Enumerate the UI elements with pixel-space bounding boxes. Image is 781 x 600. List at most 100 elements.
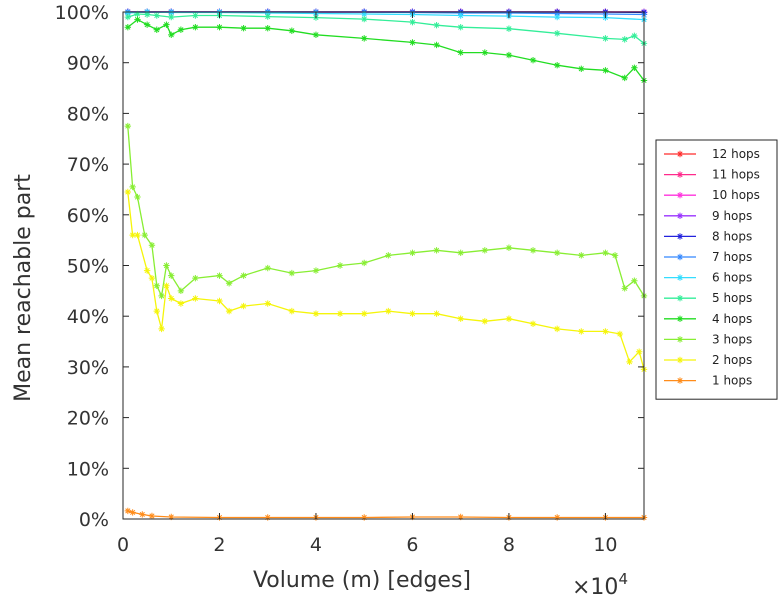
data-point <box>168 513 175 521</box>
legend-item: 7 hops <box>664 250 752 264</box>
legend-label: 10 hops <box>712 188 760 202</box>
data-point <box>457 12 464 19</box>
data-point <box>192 12 199 19</box>
legend-item: 6 hops <box>664 271 752 285</box>
legend-marker <box>676 315 684 322</box>
data-point <box>129 183 136 191</box>
data-point <box>553 325 561 333</box>
data-point <box>529 320 537 328</box>
data-point <box>124 507 132 515</box>
data-point <box>578 65 585 72</box>
data-point <box>621 74 628 82</box>
data-point <box>153 282 160 289</box>
legend-item: 12 hops <box>664 147 760 161</box>
y-tick-label: 100% <box>55 2 109 24</box>
data-point <box>288 307 296 315</box>
legend-marker <box>676 192 684 199</box>
data-point <box>148 274 156 282</box>
data-point <box>124 188 132 196</box>
data-point <box>626 358 633 366</box>
data-point <box>529 247 537 254</box>
plot-area <box>123 12 644 519</box>
data-point <box>124 24 132 31</box>
data-point <box>505 315 513 322</box>
data-point <box>225 307 233 315</box>
data-point <box>143 11 151 18</box>
x-tick-label: 0 <box>117 534 129 556</box>
data-point <box>192 24 199 31</box>
data-point <box>433 41 440 49</box>
data-point <box>216 297 223 305</box>
data-point <box>361 310 368 317</box>
data-point <box>361 10 368 18</box>
data-point <box>312 31 320 39</box>
data-point <box>361 35 368 42</box>
data-point <box>264 9 271 17</box>
data-point <box>168 13 175 21</box>
data-point <box>124 13 132 21</box>
data-point <box>553 249 561 257</box>
data-point <box>481 318 489 325</box>
x-tick-label: 8 <box>503 534 515 556</box>
data-point <box>240 25 247 32</box>
data-point <box>163 262 170 269</box>
data-point <box>148 242 156 249</box>
data-point <box>192 274 199 282</box>
data-point <box>553 62 561 69</box>
legend-marker <box>676 295 684 302</box>
legend-marker <box>676 171 684 178</box>
x-axis-multiplier-exponent: 4 <box>618 570 628 588</box>
y-tick-label: 80% <box>67 103 109 125</box>
data-point <box>153 12 160 19</box>
data-point <box>505 25 513 32</box>
y-tick-label: 50% <box>67 256 109 278</box>
data-point <box>264 300 271 307</box>
legend-label: 12 hops <box>712 147 760 161</box>
data-point <box>168 295 175 302</box>
legend: 12 hops 11 hops 10 hops 9 hops 8 hops 7 hops 6… <box>655 139 778 400</box>
data-point <box>457 49 464 56</box>
legend-item: 4 hops <box>664 312 752 326</box>
x-tick-label: 4 <box>310 534 322 556</box>
data-point <box>168 272 175 279</box>
data-point <box>505 244 513 251</box>
data-point <box>602 67 609 74</box>
data-point <box>385 252 392 259</box>
data-point <box>134 10 141 18</box>
legend-label: 2 hops <box>712 353 752 367</box>
data-point <box>457 24 464 31</box>
data-point <box>163 282 170 289</box>
legend-item: 2 hops <box>664 353 752 367</box>
data-point <box>602 35 609 42</box>
axes: 0% 10% 20% 30% 40% 50% 60% 70% 80% 90% 100% 0 2 4 6 8 10 <box>55 2 645 556</box>
data-point <box>134 16 141 23</box>
y-tick-label: 60% <box>67 205 109 227</box>
legend-item: 3 hops <box>664 332 752 346</box>
y-tick-label: 20% <box>67 408 109 430</box>
data-point <box>288 269 296 277</box>
data-point <box>225 280 233 287</box>
data-point <box>124 122 132 130</box>
data-point <box>124 9 132 17</box>
data-point <box>385 307 392 315</box>
data-point <box>409 310 416 317</box>
x-axis-title: Volume (m) [edges] <box>253 568 471 593</box>
data-point <box>505 51 513 59</box>
y-axis-title: Mean reachable part <box>11 174 36 402</box>
data-point <box>141 231 148 239</box>
y-tick-label: 40% <box>67 306 109 328</box>
data-point <box>192 295 199 302</box>
data-point <box>409 18 416 26</box>
y-tick-label: 90% <box>67 53 109 75</box>
x-axis-multiplier-base: ×10 <box>572 575 618 600</box>
legend-box <box>655 139 778 400</box>
data-point <box>457 249 464 257</box>
y-tick-label: 70% <box>67 154 109 176</box>
data-point <box>264 264 271 272</box>
data-point <box>134 231 141 239</box>
series-line <box>127 18 645 81</box>
x-tick-label: 10 <box>593 534 617 556</box>
series-4-hops <box>124 16 648 84</box>
y-tick-label: 0% <box>79 509 109 531</box>
